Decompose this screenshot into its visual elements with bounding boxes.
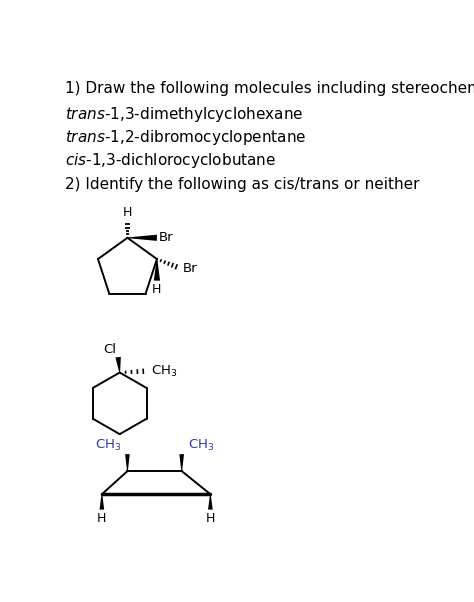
Polygon shape bbox=[125, 454, 130, 471]
Text: H: H bbox=[152, 283, 162, 296]
Text: Br: Br bbox=[159, 231, 174, 244]
Polygon shape bbox=[128, 235, 157, 241]
Text: H: H bbox=[123, 206, 132, 219]
Polygon shape bbox=[208, 494, 213, 510]
Text: CH$_3$: CH$_3$ bbox=[152, 364, 178, 379]
Text: $\it{trans}$-1,3-dimethylcyclohexane: $\it{trans}$-1,3-dimethylcyclohexane bbox=[65, 105, 304, 123]
Polygon shape bbox=[116, 357, 121, 373]
Text: Br: Br bbox=[182, 262, 197, 275]
Text: H: H bbox=[206, 512, 215, 525]
Text: 2) Identify the following as cis/trans or neither: 2) Identify the following as cis/trans o… bbox=[65, 177, 420, 192]
Text: $\it{cis}$-1,3-dichlorocyclobutane: $\it{cis}$-1,3-dichlorocyclobutane bbox=[65, 150, 277, 170]
Text: Cl: Cl bbox=[103, 343, 116, 356]
Text: CH$_3$: CH$_3$ bbox=[95, 438, 121, 453]
Text: $\it{trans}$-1,2-dibromocyclopentane: $\it{trans}$-1,2-dibromocyclopentane bbox=[65, 128, 307, 147]
Polygon shape bbox=[100, 494, 104, 510]
Polygon shape bbox=[179, 454, 184, 471]
Text: H: H bbox=[97, 512, 107, 525]
Text: CH$_3$: CH$_3$ bbox=[188, 438, 214, 453]
Text: 1) Draw the following molecules including stereochemistry.: 1) Draw the following molecules includin… bbox=[65, 81, 474, 96]
Polygon shape bbox=[154, 259, 160, 281]
